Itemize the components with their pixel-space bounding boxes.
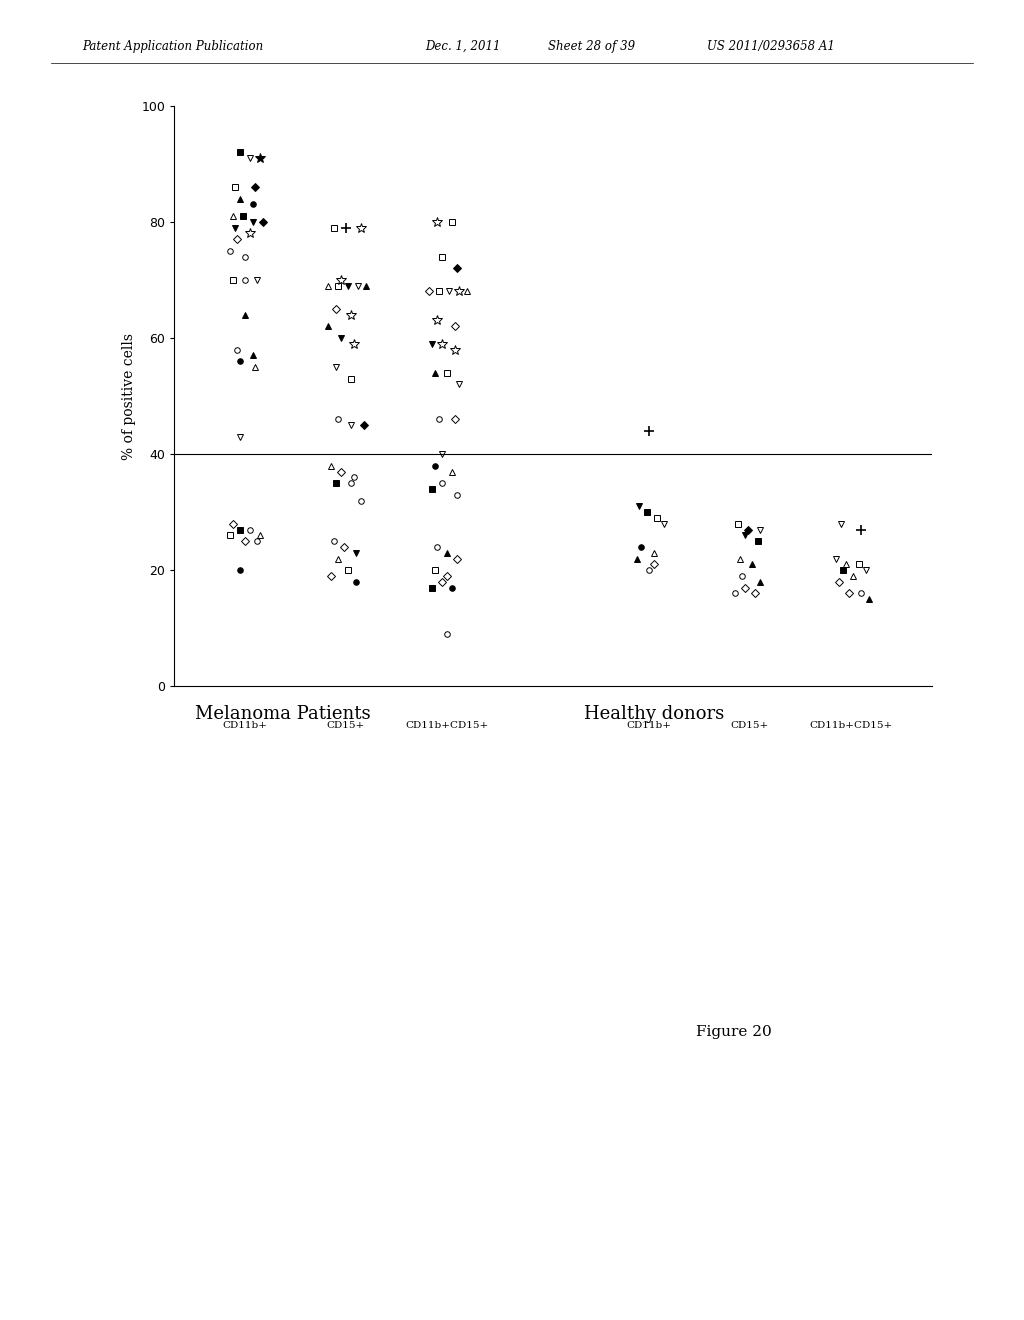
Text: CD15+: CD15+ [327,721,365,730]
Text: CD11b+CD15+: CD11b+CD15+ [406,721,488,730]
Text: CD11b+: CD11b+ [222,721,267,730]
Text: CD15+: CD15+ [731,721,769,730]
Text: Melanoma Patients: Melanoma Patients [195,705,371,723]
Text: Dec. 1, 2011: Dec. 1, 2011 [425,40,501,53]
Text: Patent Application Publication: Patent Application Publication [82,40,263,53]
Text: Figure 20: Figure 20 [696,1026,772,1039]
Text: Healthy donors: Healthy donors [584,705,724,723]
Text: CD11b+CD15+: CD11b+CD15+ [809,721,893,730]
Text: CD11b+: CD11b+ [627,721,672,730]
Text: US 2011/0293658 A1: US 2011/0293658 A1 [707,40,835,53]
Text: Sheet 28 of 39: Sheet 28 of 39 [548,40,635,53]
Y-axis label: % of positive cells: % of positive cells [122,333,135,459]
